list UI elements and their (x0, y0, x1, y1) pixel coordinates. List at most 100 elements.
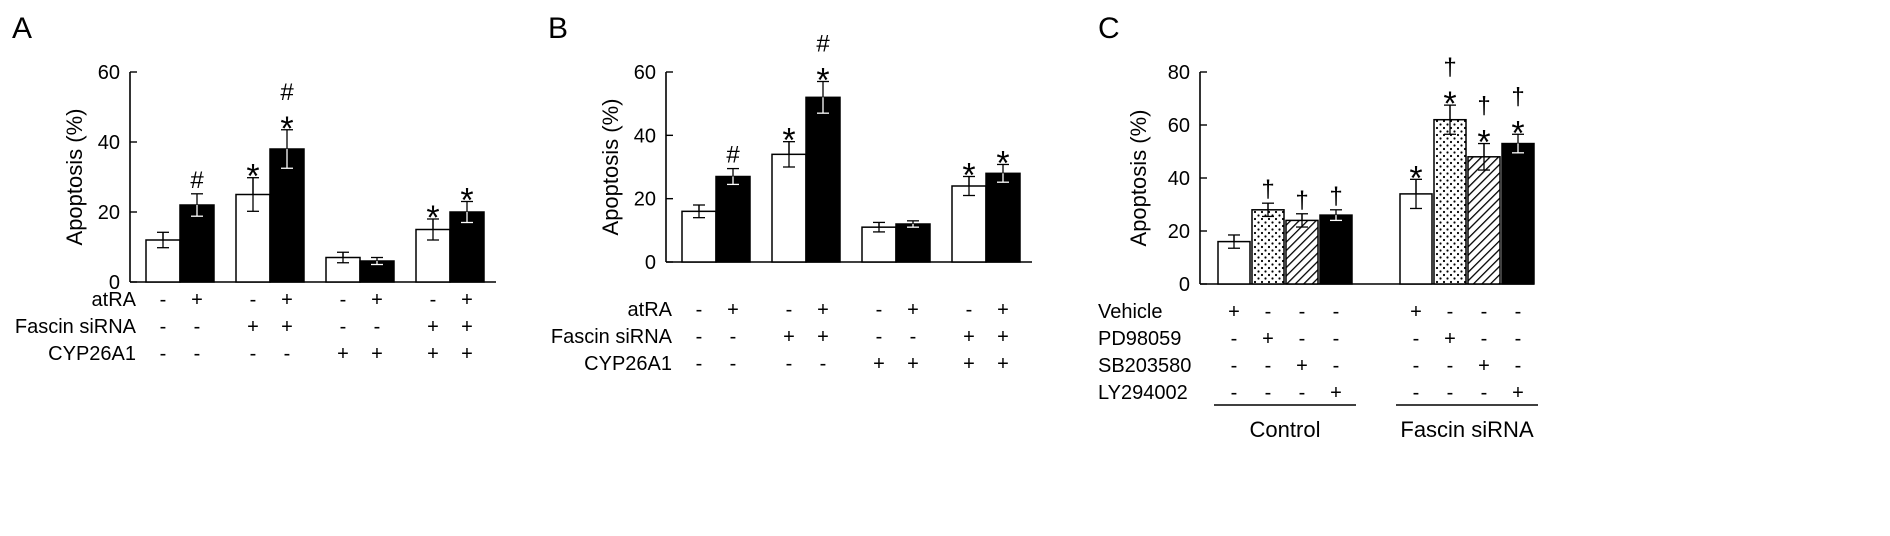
sign-minus: - (786, 353, 793, 375)
sign-minus: - (910, 326, 917, 348)
sign-plus: + (191, 289, 203, 311)
bar (1285, 219, 1319, 285)
condition-label: atRA (628, 299, 673, 321)
sign-plus: + (281, 289, 293, 311)
bar (715, 175, 751, 263)
sign-minus: - (696, 326, 703, 348)
condition-label: SB203580 (1098, 355, 1191, 377)
sign-minus: - (1481, 328, 1488, 350)
significance-dagger: † (1295, 187, 1308, 214)
panel-b: B 0 20 40 60 Apoptosis (%) # * * # * * atRA - + - + - + - + F… (548, 12, 1032, 375)
sign-plus: + (1330, 382, 1342, 404)
sign-plus: + (817, 326, 829, 348)
sign-plus: + (873, 353, 885, 375)
significance-asterisk: * (782, 122, 795, 160)
sign-minus: - (1231, 328, 1238, 350)
sign-plus: + (371, 343, 383, 365)
sign-minus: - (194, 316, 201, 338)
sign-minus: - (696, 299, 703, 321)
sign-plus: + (1410, 301, 1422, 323)
significance-hash: # (726, 142, 740, 169)
significance-hash: # (280, 79, 294, 106)
bar (1467, 156, 1501, 285)
y-tick-label: 40 (98, 132, 120, 154)
significance-asterisk: * (460, 182, 473, 220)
sign-minus: - (1265, 355, 1272, 377)
sign-minus: - (430, 289, 437, 311)
bar (805, 96, 841, 263)
bar (179, 204, 215, 283)
sign-minus: - (820, 353, 827, 375)
sign-minus: - (786, 299, 793, 321)
sign-plus: + (1478, 355, 1490, 377)
panel-letter: C (1098, 12, 1120, 45)
sign-minus: - (1231, 355, 1238, 377)
sign-plus: + (1228, 301, 1240, 323)
bar (1433, 118, 1467, 285)
sign-plus: + (963, 326, 975, 348)
y-axis-label: Apoptosis (%) (62, 109, 87, 246)
y-tick-label: 20 (634, 189, 656, 211)
sign-plus: + (427, 343, 439, 365)
significance-dagger: † (1477, 93, 1490, 120)
sign-minus: - (1515, 355, 1522, 377)
sign-minus: - (696, 353, 703, 375)
y-tick-label: 60 (634, 62, 656, 84)
y-tick-label: 60 (1168, 115, 1190, 137)
sign-plus: + (907, 353, 919, 375)
sign-minus: - (1231, 382, 1238, 404)
sign-minus: - (160, 343, 167, 365)
sign-plus: + (817, 299, 829, 321)
sign-minus: - (250, 343, 257, 365)
sign-minus: - (1515, 328, 1522, 350)
bar (1501, 142, 1535, 285)
sign-plus: + (371, 289, 383, 311)
sign-minus: - (1481, 382, 1488, 404)
significance-dagger: † (1329, 183, 1342, 210)
sign-minus: - (1447, 382, 1454, 404)
significance-asterisk: * (246, 158, 259, 196)
condition-label: LY294002 (1098, 382, 1188, 404)
significance-asterisk: * (1511, 114, 1524, 152)
significance-asterisk: * (280, 110, 293, 148)
sign-plus: + (281, 316, 293, 338)
bar (771, 153, 807, 263)
sign-minus: - (1413, 328, 1420, 350)
sign-minus: - (1333, 328, 1340, 350)
y-tick-label: 40 (634, 125, 656, 147)
sign-minus: - (340, 316, 347, 338)
sign-plus: + (461, 343, 473, 365)
sign-plus: + (963, 353, 975, 375)
sign-minus: - (1447, 301, 1454, 323)
significance-asterisk: * (962, 157, 975, 195)
sign-plus: + (461, 289, 473, 311)
sign-plus: + (997, 299, 1009, 321)
sign-plus: + (1262, 328, 1274, 350)
group-label: Fascin siRNA (1400, 417, 1534, 442)
sign-minus: - (876, 326, 883, 348)
condition-label: Fascin siRNA (15, 316, 137, 338)
sign-minus: - (1265, 382, 1272, 404)
sign-minus: - (1299, 328, 1306, 350)
bar (895, 223, 931, 263)
significance-asterisk: * (816, 62, 829, 100)
condition-label: Vehicle (1098, 301, 1163, 323)
sign-plus: + (907, 299, 919, 321)
sign-plus: + (337, 343, 349, 365)
bar (951, 185, 987, 263)
sign-minus: - (1515, 301, 1522, 323)
sign-minus: - (876, 299, 883, 321)
y-tick-label: 0 (1179, 274, 1190, 296)
condition-label: atRA (92, 289, 137, 311)
sign-plus: + (461, 316, 473, 338)
sign-minus: - (730, 353, 737, 375)
sign-plus: + (727, 299, 739, 321)
sign-minus: - (1299, 382, 1306, 404)
sign-minus: - (1447, 355, 1454, 377)
panel-a: A 0 20 40 60 Apoptosis (%) # * * # * * atRA - + - + - + - + F… (12, 12, 496, 365)
sign-plus: + (997, 353, 1009, 375)
condition-label: CYP26A1 (584, 353, 672, 375)
sign-plus: + (783, 326, 795, 348)
bar (1319, 214, 1353, 285)
